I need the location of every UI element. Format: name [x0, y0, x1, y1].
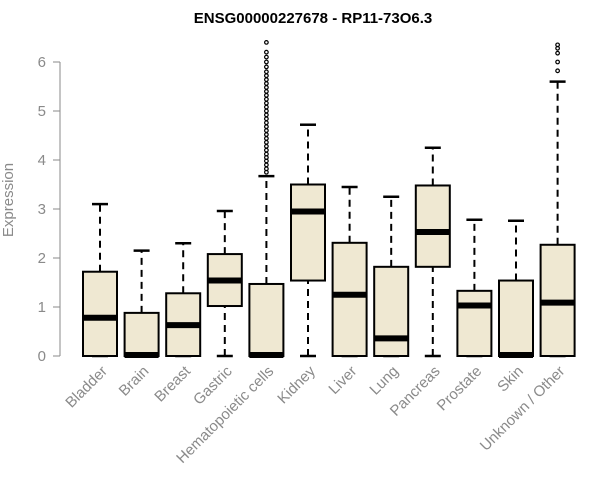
outlier-4-9: [264, 136, 269, 141]
outlier-4-2: [264, 162, 269, 168]
outlier-4-27: [264, 64, 269, 70]
box-8: [414, 184, 451, 268]
outlier-4-18: [264, 100, 269, 106]
box-5: [290, 183, 326, 282]
x-tick-label-1: Brain: [116, 363, 153, 400]
box-group-11: [539, 42, 576, 358]
outlier-4-22: [264, 85, 269, 90]
outlier-4-5: [264, 151, 269, 157]
x-tick-label-7: Lung: [366, 363, 402, 399]
y-tick-label-0: 0: [38, 348, 46, 365]
y-axis-label: Expression: [0, 163, 17, 237]
outlier-4-26: [264, 69, 269, 75]
box-group-9: [456, 218, 493, 358]
outlier-4-28: [264, 59, 269, 65]
box-0: [82, 270, 118, 357]
outlier-4-15: [264, 112, 269, 118]
outlier-4-30: [264, 49, 269, 55]
outlier-4-20: [264, 92, 269, 98]
outlier-4-11: [264, 128, 269, 134]
x-tick-label-10: Skin: [494, 363, 527, 396]
outlier-4-16: [264, 108, 269, 114]
outlier-4-23: [264, 81, 269, 86]
outlier-4-31: [264, 40, 269, 45]
box-1: [123, 311, 160, 358]
y-tick-label-2: 2: [38, 250, 46, 267]
y-tick-label-4: 4: [38, 152, 46, 169]
y-tick-label-1: 1: [38, 299, 46, 316]
outlier-4-12: [264, 124, 269, 130]
x-tick-label-0: Bladder: [62, 363, 111, 412]
outlier-11-4: [555, 42, 560, 48]
box-group-4: [248, 40, 285, 359]
outlier-11-1: [555, 59, 560, 65]
box-6: [331, 241, 368, 357]
box-group-1: [123, 249, 160, 359]
outlier-4-8: [264, 139, 269, 145]
box-group-2: [165, 242, 202, 358]
outlier-4-21: [264, 88, 269, 94]
x-tick-label-6: Liver: [325, 363, 360, 398]
outlier-4-6: [264, 147, 269, 153]
outlier-4-19: [264, 96, 269, 102]
x-tick-label-5: Kidney: [274, 362, 319, 407]
outlier-4-10: [264, 132, 269, 137]
y-tick-label-6: 6: [38, 54, 46, 71]
box-group-3: [206, 209, 243, 358]
x-tick-label-2: Breast: [151, 362, 194, 405]
y-tick-label-3: 3: [38, 201, 46, 218]
outlier-4-1: [264, 166, 269, 172]
y-tick-label-5: 5: [38, 103, 46, 120]
outlier-4-29: [264, 54, 269, 60]
box-group-0: [82, 202, 118, 358]
y-axis: 0 1 2 3 4 5 6: [38, 54, 61, 365]
outlier-4-14: [264, 116, 269, 122]
outlier-4-25: [264, 73, 269, 79]
outlier-4-24: [264, 77, 269, 83]
box-9: [456, 289, 493, 357]
box-group-7: [373, 195, 410, 358]
box-group-8: [414, 146, 451, 358]
outlier-4-13: [264, 120, 269, 126]
outlier-11-0: [555, 68, 560, 74]
box-group-10: [498, 219, 534, 359]
outlier-11-2: [555, 50, 560, 56]
box-7: [373, 265, 410, 358]
chart-title: ENSG00000227678 - RP11-73O6.3: [194, 10, 433, 27]
outlier-4-17: [264, 104, 269, 110]
plot-area: [82, 40, 576, 359]
box-group-6: [331, 185, 368, 358]
box-group-5: [290, 123, 326, 358]
box-4: [248, 282, 285, 357]
outlier-4-7: [264, 143, 269, 149]
box-10: [498, 279, 534, 358]
x-tick-label-9: Prostate: [434, 363, 486, 415]
